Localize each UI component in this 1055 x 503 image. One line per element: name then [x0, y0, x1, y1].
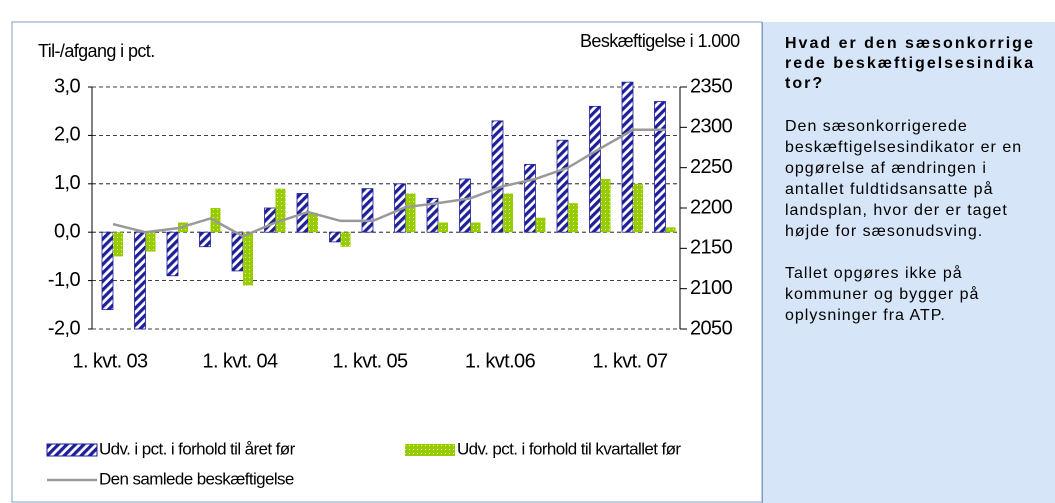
y2-tick-label: 2250	[690, 156, 733, 178]
y-tick-label: 1,0	[54, 172, 80, 194]
legend-label: Udv. pct. i forhold til kvartallet før	[457, 439, 681, 458]
bar	[524, 164, 536, 233]
bar	[134, 231, 146, 330]
bar	[491, 120, 504, 233]
bar	[264, 207, 276, 233]
y2-tick-label: 2100	[690, 277, 733, 299]
bar	[145, 232, 156, 252]
bar	[589, 105, 601, 233]
y2-tick-label: 2300	[690, 116, 733, 138]
y-tick-label: 0,0	[54, 220, 80, 242]
bar	[654, 101, 666, 233]
sidebar-title: Hvad er den sæsonkorrigerede beskæftigel…	[785, 35, 1036, 92]
x-tick-label: 1. kvt. 07	[592, 350, 668, 372]
y-tick-label: 2,0	[54, 124, 80, 146]
bar	[329, 231, 341, 243]
sidebar-paragraph: Tallet opgøres ikke på kommuner og bygge…	[785, 265, 980, 324]
sidebar-paragraph: Den sæsonkorrigerede beskæftigelsesindik…	[785, 118, 1023, 240]
y-tick-label: 3,0	[54, 75, 80, 97]
y2-tick-label: 2350	[690, 75, 733, 97]
bar	[113, 232, 123, 257]
bar	[633, 183, 643, 233]
y-tick-label: -1,0	[48, 269, 81, 291]
chart: Til-/afgang i pct. Beskæftigelse i 1.000…	[11, 21, 762, 503]
bar	[243, 232, 253, 286]
x-tick-label: 1. kvt. 04	[202, 350, 278, 372]
y2-tick-label: 2150	[690, 237, 733, 259]
bar	[665, 227, 676, 233]
x-tick-label: 1. kvt. 05	[332, 350, 408, 372]
bar	[308, 212, 318, 233]
legend-swatch	[46, 443, 98, 457]
bar	[340, 232, 351, 247]
bar	[361, 188, 374, 233]
bar	[101, 231, 114, 311]
y2-tick-label: 2200	[690, 196, 733, 218]
legend-swatch	[405, 444, 455, 456]
x-tick-label: 1. kvt. 03	[72, 350, 148, 372]
bar	[438, 222, 448, 233]
legend-label: Den samlede beskæftigelse	[99, 469, 294, 488]
bar	[459, 178, 471, 233]
bar	[166, 231, 179, 277]
y2-tick-label: 2050	[690, 317, 733, 339]
legend-label: Udv. i pct. i forhold til året før	[99, 439, 296, 458]
bar	[275, 188, 286, 233]
bar	[231, 231, 244, 272]
bar	[600, 178, 611, 233]
bar	[199, 231, 211, 248]
y-axis-label: Til-/afgang i pct.	[38, 41, 155, 61]
bar	[535, 217, 546, 233]
chart-frame	[11, 21, 762, 503]
bar	[621, 81, 634, 233]
line	[112, 128, 666, 238]
bar	[405, 193, 416, 233]
bar	[470, 222, 481, 233]
bar	[503, 193, 513, 233]
bar	[556, 139, 569, 233]
x-tick-label: 1. kvt.06	[465, 350, 536, 372]
bar	[426, 197, 439, 233]
bar	[568, 203, 578, 233]
sidebar: Hvad er den sæsonkorrigerede beskæftigel…	[762, 22, 1055, 503]
y-tick-label: -2,0	[48, 317, 81, 339]
y2-axis-label: Beskæftigelse i 1.000	[580, 31, 740, 51]
